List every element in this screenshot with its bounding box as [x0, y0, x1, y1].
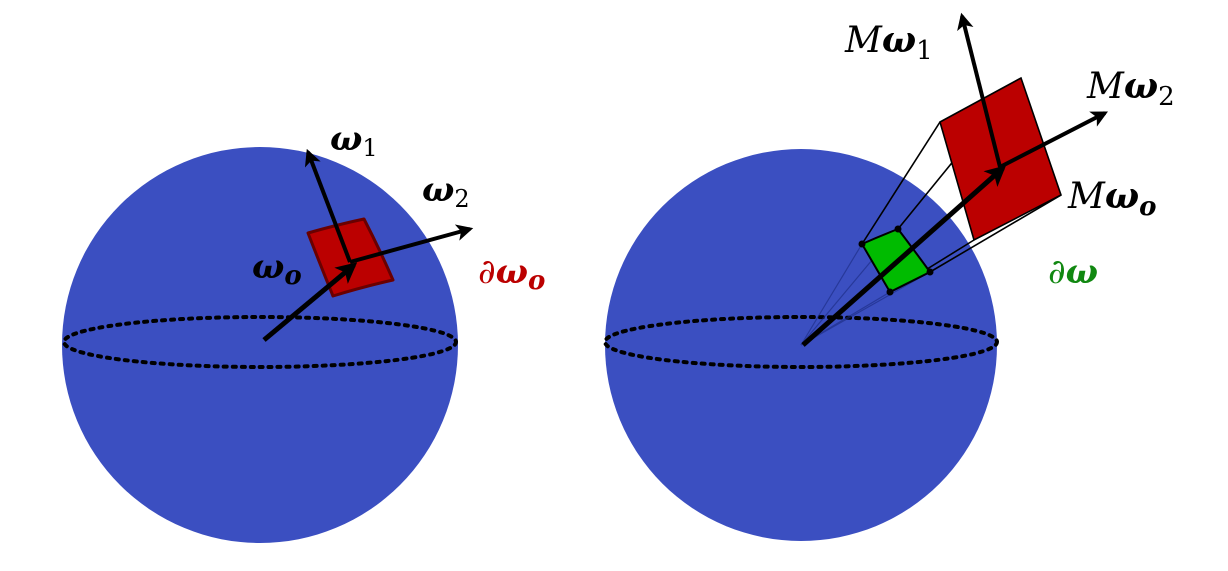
label-d-omega: ∂ω — [1048, 252, 1098, 292]
M-omega-1-arrow — [957, 12, 1002, 168]
left-equator — [62, 315, 458, 369]
omega-o-arrow — [262, 262, 358, 342]
left-red-patch — [306, 217, 395, 298]
right-red-patch — [939, 76, 1062, 242]
label-omega-1: ω1 — [330, 119, 378, 162]
label-M-omega-2: Mω2 — [1086, 65, 1175, 112]
left-panel: ω1 ω2 ωo ∂ωo — [62, 119, 545, 543]
omega-2-arrow — [349, 224, 474, 264]
green-patch-corners — [858, 225, 934, 296]
right-equator — [603, 315, 999, 369]
label-M-omega-o: Mωo — [1067, 175, 1157, 222]
label-d-omega-o: ∂ωo — [478, 252, 545, 296]
label-omega-o: ωo — [252, 247, 302, 291]
right-panel: Mω1 Mω2 Mωo ∂ω — [603, 12, 1175, 541]
M-omega-o-arrow — [801, 165, 1007, 347]
label-omega-2: ω2 — [422, 170, 470, 213]
left-sphere — [62, 147, 458, 543]
M-omega-2-arrow — [999, 111, 1108, 169]
label-M-omega-1: Mω1 — [844, 19, 933, 66]
omega-1-arrow — [304, 148, 352, 263]
